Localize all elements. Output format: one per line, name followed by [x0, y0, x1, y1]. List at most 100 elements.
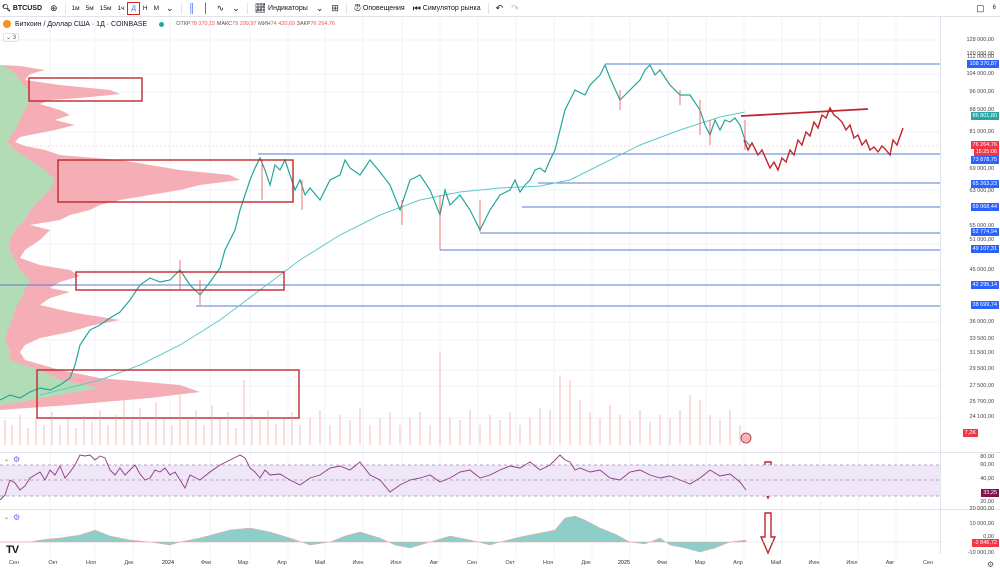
profile-box-69k — [57, 159, 294, 203]
timeframe-5m[interactable]: 5м — [85, 4, 94, 12]
time-label: Авг — [885, 560, 895, 566]
price-label: 81 000,00 — [969, 129, 994, 135]
time-label: Июн — [808, 560, 820, 566]
divider — [180, 2, 182, 14]
profile-box-42k — [75, 271, 285, 291]
rsi-controls[interactable]: ⌄ ⚙ — [4, 455, 20, 464]
time-label: 2024 — [161, 560, 175, 566]
rsi-collapse-chevron-icon[interactable]: ⌄ — [4, 457, 10, 463]
divider — [487, 2, 489, 14]
more-icon[interactable]: 6 — [992, 5, 996, 11]
chart-canvas[interactable] — [0, 17, 940, 558]
timeframe-15m[interactable]: 15м — [99, 4, 112, 12]
time-label: Апр — [277, 560, 287, 566]
compare-add-button[interactable]: ⊕ — [46, 0, 62, 17]
undo-icon[interactable]: ↶ — [495, 2, 504, 13]
price-label: 25 700,00 — [969, 399, 994, 405]
divider — [246, 2, 248, 14]
ohlc-values: ОТКР78 370,15 МАКС79 299,97 МИН74 420,69… — [176, 21, 335, 27]
rsi-label: 20,00 — [980, 499, 994, 505]
macd-collapse-chevron-icon[interactable]: ⌄ — [4, 515, 10, 521]
fullscreen-square-icon[interactable]: ▢ — [976, 2, 985, 13]
timeframe-1h[interactable]: 1ч — [117, 4, 125, 12]
profile-box-96k — [28, 77, 143, 102]
bitcoin-logo-icon — [3, 20, 11, 28]
divider — [64, 2, 66, 14]
level-tag: 38 699,74 — [970, 301, 999, 309]
timeframe-month[interactable]: М — [153, 4, 159, 12]
rsi-levels — [0, 464, 940, 497]
market-status-icon — [159, 21, 165, 27]
time-label: Июн — [352, 560, 364, 566]
time-label: Ноя — [85, 560, 97, 566]
price-label: 27 500,00 — [969, 383, 994, 389]
rsi-settings-icon[interactable]: ⚙ — [13, 455, 21, 464]
time-axis[interactable]: Сен Окт Ноя Дек 2024 Фев Мар Апр Май Июн… — [0, 558, 940, 571]
horizontal-levels — [0, 63, 940, 307]
redo-icon[interactable]: ↷ — [511, 2, 519, 13]
time-label: 2025 — [617, 560, 631, 566]
price-label: 63 000,00 — [969, 188, 994, 194]
symbol-title: Биткоин / Доллар США · 1Д · COINBASE — [15, 20, 148, 28]
tradingview-logo[interactable]: TV — [6, 544, 19, 556]
earnings-flag-icon[interactable] — [740, 432, 752, 444]
time-label: Сен — [8, 560, 20, 566]
timeframe-day[interactable]: Д — [127, 1, 140, 15]
indicators-collapse-button[interactable]: ⌄ 3 — [3, 33, 20, 42]
layout-grid-icon[interactable]: ⊞ — [331, 2, 339, 13]
price-candles-red — [179, 90, 746, 305]
price-label: 36 000,00 — [969, 319, 994, 325]
time-label: Июл — [390, 560, 402, 566]
bars-style-icon[interactable]: │ — [202, 3, 209, 13]
time-label: Дек — [124, 560, 134, 566]
moving-average-line — [39, 111, 746, 396]
price-label: 51 000,00 — [969, 237, 994, 243]
level-tag: 59 068,44 — [970, 203, 999, 211]
time-label: Мар — [694, 560, 706, 566]
chart-style-chevron-icon[interactable]: ⌄ — [232, 2, 240, 13]
time-label: Май — [770, 560, 782, 566]
profile-box-27k — [36, 369, 300, 419]
time-label: Фев — [656, 560, 668, 566]
level-tag: 108 370,87 — [967, 60, 999, 68]
pane-divider[interactable] — [0, 452, 1000, 453]
indicators-button[interactable]: 📈︎ Индикаторы — [254, 2, 308, 13]
price-label: 29 500,00 — [969, 366, 994, 372]
time-label: Фев — [200, 560, 212, 566]
volume-bars — [4, 352, 741, 445]
time-label: Июл — [846, 560, 858, 566]
time-label: Авг — [429, 560, 439, 566]
price-axis[interactable]: 128 000,00 120 000,00 112 000,00 104 000… — [940, 17, 1000, 556]
price-label: 24 100,00 — [969, 414, 994, 420]
volume-value-tag: 7,2K — [962, 429, 978, 437]
symbol-search-button[interactable]: 🔍︎ BTCUSD — [2, 4, 43, 13]
price-label: 120 000,00 — [966, 51, 994, 57]
macd-settings-icon[interactable]: ⚙ — [13, 513, 21, 522]
pane-divider[interactable] — [0, 509, 1000, 510]
timeframe-dropdown-chevron-icon[interactable]: ⌄ — [166, 2, 174, 13]
chart-settings-gear-icon[interactable]: ⚙ — [986, 560, 994, 569]
timeframe-week[interactable]: Н — [142, 4, 148, 12]
price-label: 33 500,00 — [969, 336, 994, 342]
drawings[interactable] — [28, 77, 904, 555]
candles-style-icon[interactable]: ║ — [188, 3, 195, 13]
replay-icon: ⏮︎ — [412, 2, 421, 13]
replay-button[interactable]: ⏮︎ Симулятор рынка — [412, 2, 481, 13]
rsi-line — [0, 454, 747, 501]
alerts-button[interactable]: ⏰︎ Оповещения — [353, 2, 405, 13]
time-label: Апр — [733, 560, 743, 566]
rsi-label: 60,00 — [980, 462, 994, 468]
countdown-tag: 15:25:06 — [973, 148, 999, 156]
time-label: Ноя — [542, 560, 554, 566]
macd-label: -10 000,00 — [967, 550, 994, 556]
line-style-icon[interactable]: ∿ — [216, 2, 225, 13]
macd-controls[interactable]: ⌄ ⚙ — [4, 513, 20, 522]
search-icon: 🔍︎ — [2, 5, 11, 12]
timeframe-1m[interactable]: 1м — [71, 4, 80, 12]
last-price-tag: 76 264,76 — [970, 141, 999, 149]
level-tag: 65 263,23 — [970, 180, 999, 188]
price-label: 128 000,00 — [966, 37, 994, 43]
indicators-chevron-icon[interactable]: ⌄ — [315, 2, 324, 13]
resistance-line — [740, 108, 869, 117]
time-label: Окт — [48, 560, 58, 566]
